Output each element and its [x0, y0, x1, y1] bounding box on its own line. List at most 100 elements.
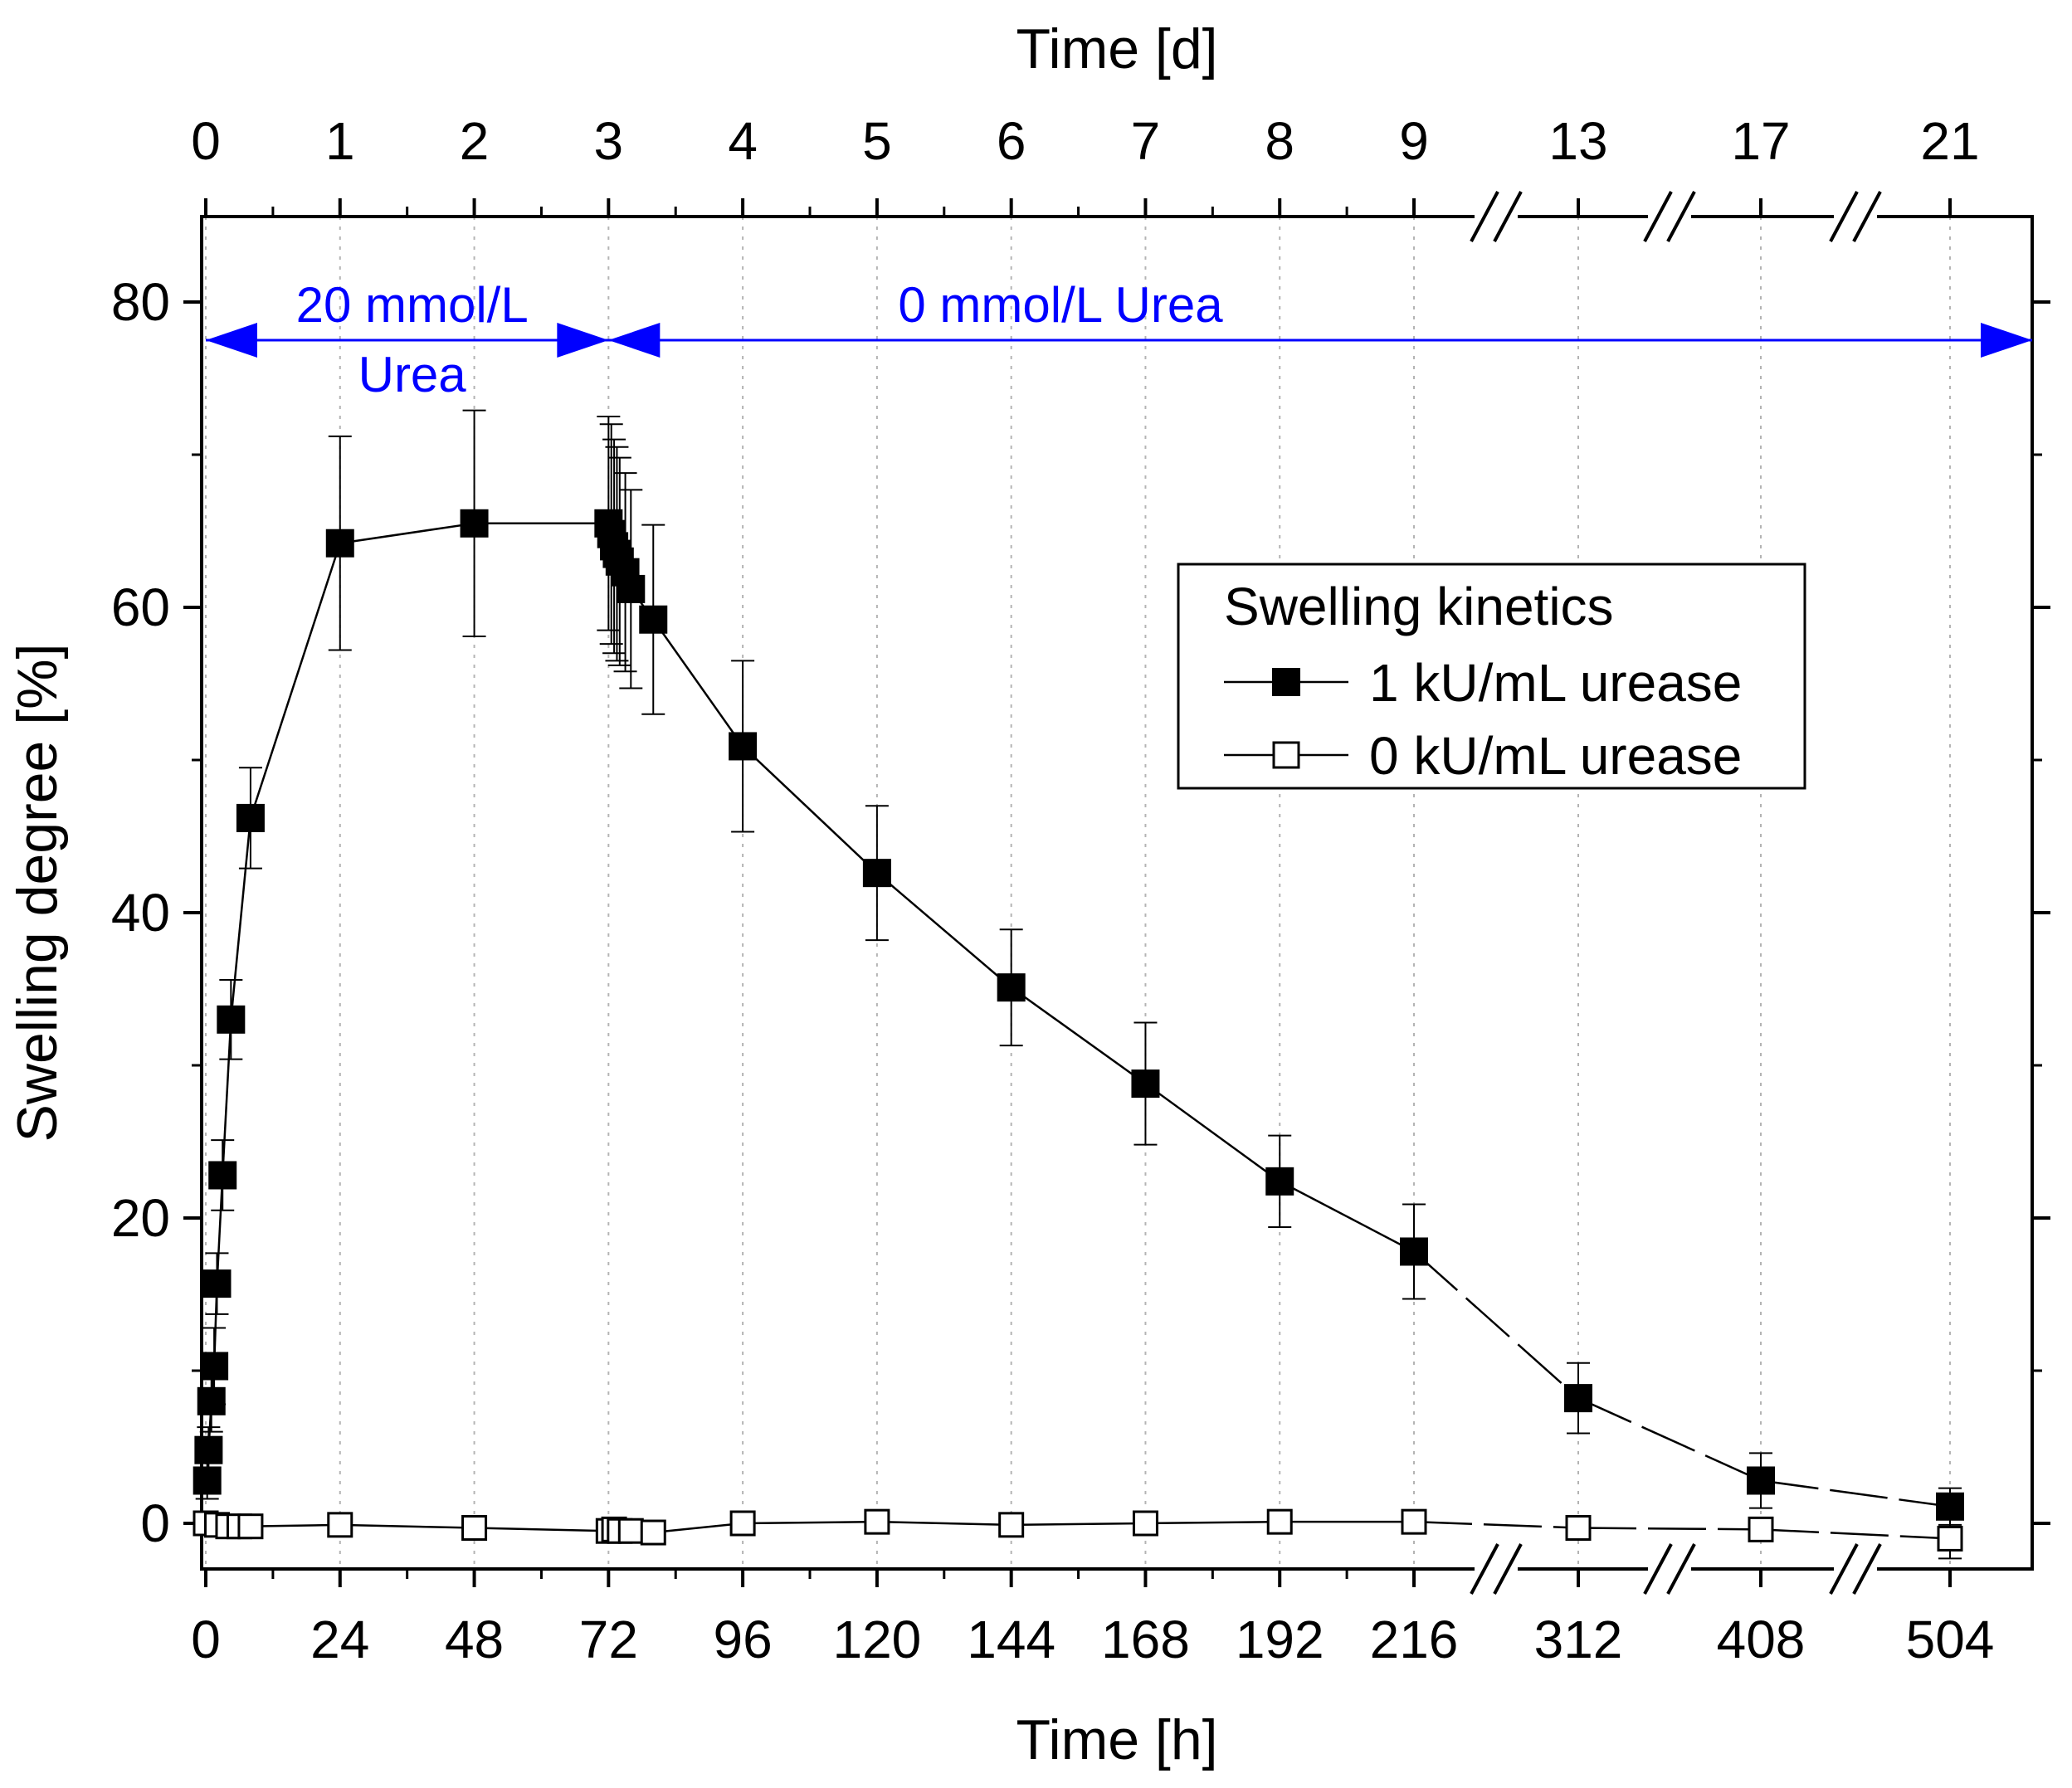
- series-0-segment-8: [339, 522, 475, 544]
- urea-annotations: 20 mmol/L Urea 0 mmol/L Urea: [206, 277, 2032, 402]
- axis-break-slash-top-2-0: [1829, 191, 1859, 242]
- series-0-point-22: [1265, 1167, 1294, 1196]
- series-1-segment-13: [876, 1520, 1012, 1527]
- annotation-0mmol: 0 mmol/L Urea: [898, 277, 1223, 333]
- x-bottom-tick-label-312: 312: [1534, 1610, 1623, 1669]
- x-top-tick-label-13: 13: [1548, 111, 1607, 171]
- legend-title: Swelling kinetics: [1224, 577, 1614, 636]
- axis-break-slash-top-1-1: [1666, 191, 1696, 242]
- gridlines: [205, 217, 1951, 1569]
- series-0-point-20: [997, 973, 1026, 1002]
- x-top-tick-label-0: 0: [191, 111, 221, 171]
- series-0-segment-24: [1577, 1396, 1762, 1482]
- x-bottom-tick-label-72: 72: [579, 1610, 638, 1669]
- x-top-tick-label-6: 6: [997, 111, 1026, 171]
- x-bottom-tick-label-48: 48: [445, 1610, 504, 1669]
- x-bottom-tick-label-0: 0: [191, 1610, 221, 1669]
- y-axis-title: Swelling degree [%]: [6, 643, 69, 1142]
- series-1-point-6: [461, 1515, 488, 1542]
- x-bottom-tick-label-120: 120: [832, 1610, 921, 1669]
- x-top-tick-label-9: 9: [1399, 111, 1429, 171]
- arrow-head-right-0mmol: [1981, 323, 2032, 358]
- series-0-point-24: [1564, 1384, 1592, 1413]
- series-0-segment-20: [1010, 987, 1147, 1085]
- x-top-tick-label-7: 7: [1131, 111, 1161, 171]
- series-0kU-urease: [193, 1508, 1963, 1560]
- series-1-point-19: [1748, 1516, 1774, 1542]
- series-0-point-1: [194, 1435, 223, 1464]
- y-tick-label-60: 60: [111, 577, 170, 637]
- y-tick-label-80: 80: [111, 272, 170, 332]
- series-0-segment-25: [1760, 1479, 1951, 1508]
- x-axis-title-hours: Time [h]: [1016, 1708, 1217, 1771]
- series-0-segment-7: [249, 543, 341, 819]
- arrow-head-left-20mmol: [206, 323, 257, 358]
- series-0-segment-5: [221, 1019, 232, 1176]
- series-1-point-5: [327, 1512, 353, 1538]
- series-0-point-9: [460, 509, 489, 538]
- x-bottom-tick-label-144: 144: [967, 1610, 1056, 1669]
- series-1-segment-15: [1145, 1520, 1280, 1525]
- y-tick-label-0: 0: [140, 1493, 170, 1553]
- x-top-tick-label-21: 21: [1920, 111, 1979, 171]
- series-0-point-26: [1936, 1492, 1964, 1521]
- arrow-head-right-20mmol: [557, 323, 609, 358]
- series-1-point-4: [237, 1513, 264, 1540]
- series-1-point-14: [998, 1512, 1025, 1538]
- axis-break-slash-bottom-0-1: [1493, 1543, 1523, 1595]
- axis-break-slash-bottom-2-1: [1852, 1543, 1882, 1595]
- axis-break-slash-top-2-1: [1852, 191, 1882, 242]
- y-tick-label-40: 40: [111, 883, 170, 943]
- series-0-point-5: [208, 1161, 237, 1190]
- series-0-segment-22: [1279, 1180, 1415, 1253]
- series-0-point-21: [1131, 1069, 1160, 1099]
- series-0-point-19: [862, 859, 891, 888]
- series-0-segment-21: [1144, 1083, 1280, 1182]
- annotation-20mmol-line1: 20 mmol/L: [296, 277, 529, 333]
- x-bottom-tick-label-24: 24: [310, 1610, 369, 1669]
- arrow-head-left-0mmol: [608, 323, 661, 358]
- series-0-segment-6: [230, 817, 252, 1020]
- series-1-segment-18: [1577, 1527, 1762, 1531]
- x-bottom-tick-label-168: 168: [1101, 1610, 1190, 1669]
- axis-break-slash-top-0-1: [1493, 191, 1523, 242]
- series-1-point-13: [864, 1508, 890, 1535]
- series-0-segment-4: [216, 1175, 224, 1284]
- annotation-20mmol-line2: Urea: [358, 347, 467, 402]
- series-1-point-10: [617, 1518, 644, 1544]
- axis-break-slash-bottom-1-1: [1666, 1543, 1696, 1595]
- axis-break-slash-bottom-1-0: [1643, 1543, 1673, 1595]
- series-1-segment-6: [474, 1527, 609, 1532]
- x-top-tick-label-17: 17: [1731, 111, 1790, 171]
- x-bottom-tick-label-504: 504: [1906, 1610, 1995, 1669]
- x-top-tick-label-5: 5: [862, 111, 892, 171]
- series-1-point-20: [1937, 1525, 1963, 1552]
- series-1kU-urease: [193, 409, 1964, 1526]
- series-0-point-2: [197, 1386, 226, 1415]
- series-0-point-8: [325, 529, 354, 558]
- series-1-point-12: [729, 1510, 756, 1537]
- axis-break-slash-top-1-0: [1643, 191, 1673, 242]
- series-0-point-23: [1400, 1237, 1428, 1266]
- series-0-segment-19: [876, 872, 1012, 989]
- series-0-point-4: [202, 1269, 232, 1298]
- series-1-segment-11: [653, 1522, 743, 1534]
- x-bottom-tick-label-408: 408: [1717, 1610, 1806, 1669]
- legend-label-1kU: 1 kU/mL urease: [1369, 653, 1742, 713]
- x-top-tick-label-1: 1: [325, 111, 355, 171]
- data-series: [193, 409, 1964, 1560]
- axis-break-slash-bottom-0-0: [1470, 1543, 1499, 1595]
- x-top-tick-label-3: 3: [594, 111, 624, 171]
- y-tick-label-20: 20: [111, 1188, 170, 1248]
- x-bottom-tick-label-96: 96: [714, 1610, 773, 1669]
- legend-marker-0kU: [1272, 741, 1300, 769]
- series-1-point-15: [1132, 1510, 1158, 1537]
- x-top-tick-label-8: 8: [1265, 111, 1294, 171]
- series-0-point-6: [217, 1005, 246, 1034]
- legend: Swelling kinetics 1 kU/mL urease 0 kU/mL…: [1177, 563, 1806, 790]
- series-1-segment-14: [1011, 1522, 1146, 1527]
- series-1-segment-17: [1413, 1520, 1579, 1529]
